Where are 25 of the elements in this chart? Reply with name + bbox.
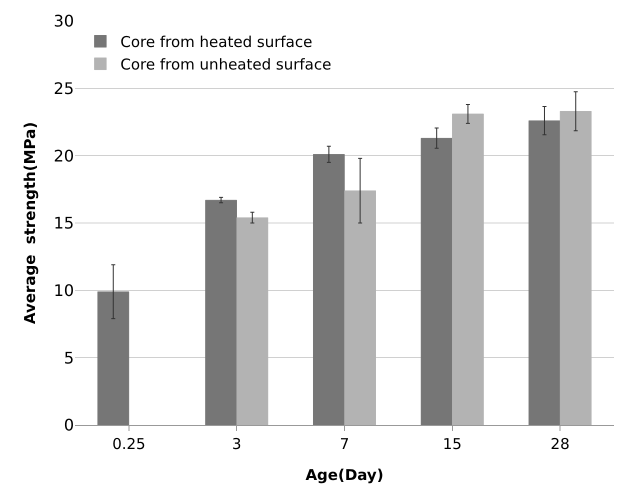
legend-label: Core from unheated surface <box>120 56 332 74</box>
x-tick-label: 0.25 <box>112 435 146 453</box>
y-tick-label: 0 <box>64 416 74 435</box>
y-tick-label: 25 <box>54 78 74 98</box>
y-axis-title: Average strength(MPa) <box>21 122 39 324</box>
bar <box>312 154 345 425</box>
bar <box>452 114 484 425</box>
bar <box>97 291 130 425</box>
x-tick-label: 15 <box>442 435 462 453</box>
bar <box>420 138 453 425</box>
bar <box>205 200 237 425</box>
x-tick-label: 7 <box>340 435 350 453</box>
y-tick-label: 5 <box>64 348 74 368</box>
x-axis-title: Age(Day) <box>305 466 384 484</box>
x-tick-label: 28 <box>550 435 570 453</box>
bar <box>236 217 268 425</box>
y-tick-label: 10 <box>54 280 74 300</box>
bar <box>344 190 376 425</box>
bar <box>528 120 560 425</box>
y-tick-label: 20 <box>54 146 74 166</box>
x-tick-label: 3 <box>232 435 242 453</box>
legend-label: Core from heated surface <box>120 33 312 52</box>
y-tick-label: 15 <box>54 214 74 233</box>
bar <box>560 110 592 425</box>
y-tick-label: 30 <box>54 12 74 31</box>
